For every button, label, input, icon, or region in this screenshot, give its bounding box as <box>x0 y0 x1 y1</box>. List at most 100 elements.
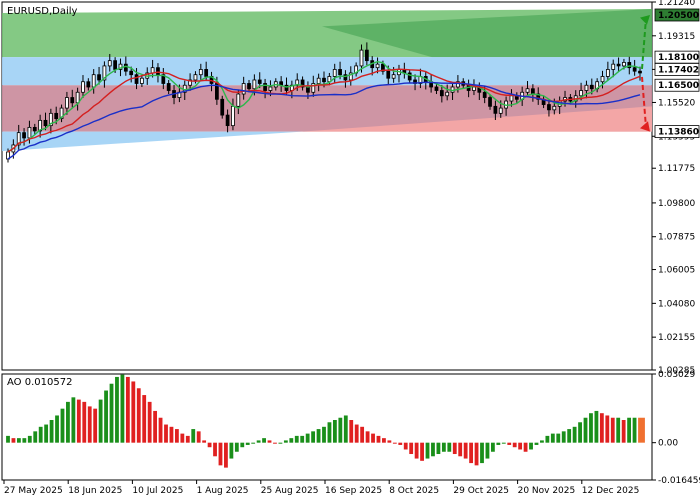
ao-bar <box>441 442 446 452</box>
x-tick-label: 25 Aug 2025 <box>261 486 319 496</box>
candle-body <box>48 112 53 127</box>
y-tick-label: 1.02155 <box>658 333 695 343</box>
candle-body <box>38 119 43 132</box>
candle-body <box>611 63 616 70</box>
candle-body <box>375 63 380 69</box>
candle-body <box>198 69 203 76</box>
candle-body <box>445 91 450 97</box>
ao-bar <box>403 442 408 450</box>
candle-body <box>6 151 10 160</box>
candle-body <box>348 72 353 81</box>
candle-body <box>81 81 85 93</box>
x-tick-label: 12 Dec 2025 <box>582 486 640 496</box>
ao-bar <box>638 417 645 443</box>
ao-bar <box>578 422 582 443</box>
candle-body <box>311 83 316 93</box>
projection-arrows-layer <box>640 14 650 132</box>
y-tick-label: 1.06005 <box>658 266 695 276</box>
ao-bar <box>621 420 626 443</box>
price-labels-layer: 1.20500 1.18100 1.17402 1.16500 1.13860 <box>654 8 700 139</box>
candle-body <box>381 63 385 72</box>
ao-tick-label: -0.016459 <box>658 476 700 486</box>
candle-body <box>525 88 530 93</box>
ao-bar <box>131 381 136 443</box>
ao-bar <box>142 395 147 443</box>
ao-bar <box>76 399 81 443</box>
candle-body <box>300 79 305 88</box>
ao-bar <box>572 426 577 443</box>
ao-bar <box>251 442 256 444</box>
candle-body <box>493 105 498 114</box>
ao-bar <box>436 442 441 455</box>
candle-body <box>605 69 610 77</box>
ao-bar <box>245 442 250 445</box>
price-label-box <box>654 125 700 139</box>
ao-bar <box>610 417 615 443</box>
ao-bar <box>343 415 348 443</box>
ao-bar <box>16 438 21 443</box>
candle-body <box>488 97 492 107</box>
ao-bar <box>616 417 621 443</box>
candle-body <box>622 62 626 67</box>
bullish-projection-arrow <box>641 18 647 70</box>
price-label-box <box>654 63 700 76</box>
candle-body <box>16 132 21 146</box>
y-tick-label: 1.15520 <box>658 98 695 108</box>
candle-body <box>579 90 583 97</box>
ao-bar <box>27 435 32 443</box>
candle-body <box>236 93 241 107</box>
ao-bar <box>185 435 190 443</box>
price-label-text: 1.16500 <box>658 81 699 91</box>
ao-bar <box>196 431 201 443</box>
ao-bar <box>507 442 512 445</box>
ao-bar <box>550 433 555 443</box>
ao-bar <box>305 433 310 443</box>
ao-bar <box>6 435 10 443</box>
candle-body <box>54 112 59 120</box>
candle-body <box>231 105 235 127</box>
ao-bar <box>311 431 316 443</box>
ao-bar <box>627 417 632 443</box>
candle-body <box>166 83 171 91</box>
candle-body <box>632 67 637 72</box>
candle-body <box>91 74 96 88</box>
candle-body <box>43 119 48 127</box>
ao-bar <box>300 435 305 443</box>
ao-bar <box>98 399 103 443</box>
ao-bar <box>169 426 174 443</box>
ao-bar <box>207 442 212 448</box>
ao-bar <box>605 415 610 443</box>
price-label-text: 1.17402 <box>658 65 699 75</box>
ao-bar <box>44 424 49 443</box>
ao-bar <box>158 417 163 443</box>
candle-body <box>86 81 91 88</box>
y-tick-label: 1.07875 <box>658 233 695 243</box>
ao-bar <box>71 397 76 443</box>
candle-body <box>547 104 551 111</box>
ao-bar <box>534 442 539 445</box>
zone-lower-wedge <box>302 106 652 132</box>
price-label-box <box>654 78 700 92</box>
candle-body <box>284 84 289 91</box>
candle-body <box>252 79 257 90</box>
ao-bar <box>371 433 375 443</box>
candle-body <box>472 86 476 91</box>
x-tick-label: 20 Nov 2025 <box>518 486 576 496</box>
moving-average-line <box>7 81 641 160</box>
ao-bar <box>420 442 424 461</box>
candle-body <box>59 107 64 120</box>
ao-label: AO 0.010572 <box>7 377 72 388</box>
ao-bar <box>82 401 87 443</box>
ao-bar <box>458 442 463 457</box>
ao-bar <box>485 442 490 459</box>
ao-bar <box>561 431 566 443</box>
candle-body <box>456 81 460 88</box>
candle-body <box>257 79 262 84</box>
ao-bar <box>109 383 114 443</box>
ao-bar <box>153 410 158 443</box>
ao-bar <box>338 417 343 443</box>
ao-bar <box>599 413 604 443</box>
ao-bar <box>496 442 501 445</box>
candle-body <box>584 84 589 91</box>
ao-bar <box>322 426 326 443</box>
